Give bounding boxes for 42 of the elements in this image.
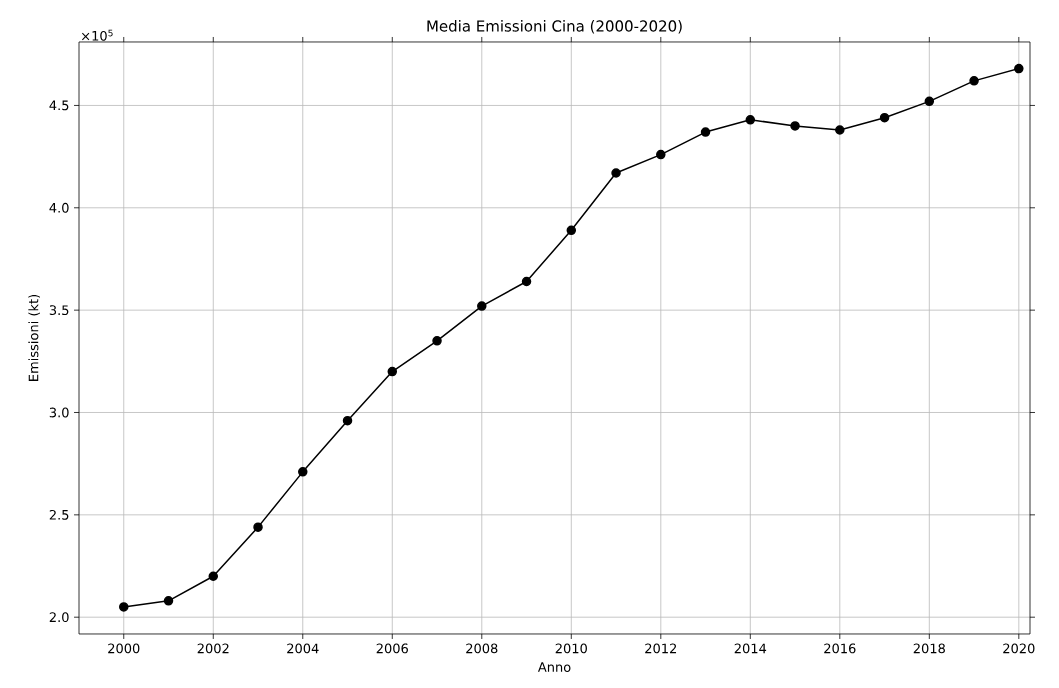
point (611, 168, 621, 178)
x-axis-title: Anno (537, 662, 571, 672)
point (924, 96, 935, 107)
point (835, 125, 845, 135)
point (790, 121, 800, 131)
chart-title: Media Emissioni Cina (2000-2020) (427, 20, 682, 34)
point (253, 522, 263, 532)
x-tick-label: 2002 (197, 643, 229, 654)
point (521, 276, 532, 287)
point (298, 467, 308, 477)
point (342, 415, 353, 426)
x-tick-label: 2004 (287, 643, 319, 654)
point (969, 76, 979, 86)
x-tick-label: 2000 (108, 643, 140, 654)
x-tick-label: 2012 (645, 643, 677, 654)
y-axis-title: Emissioni (kt) (28, 294, 40, 381)
x-tick-label: 2008 (466, 643, 498, 654)
x-tick-label: 2020 (1003, 643, 1035, 654)
y-tick-label: 3.5 (49, 305, 69, 316)
point (432, 336, 442, 346)
x-tick-label: 2010 (555, 643, 587, 654)
y-tick-label: 4.5 (49, 100, 69, 111)
point (163, 596, 174, 606)
y-tick-label: 4.0 (49, 202, 69, 213)
point (700, 127, 711, 137)
text: ×10$^{5}$ (81, 29, 113, 41)
point (1014, 63, 1024, 74)
point (119, 602, 129, 612)
point (477, 301, 487, 311)
x-tick-label: 2006 (376, 643, 408, 654)
point (208, 571, 219, 582)
x-tick-label: 2018 (913, 643, 945, 654)
y-tick-label: 2.5 (49, 509, 69, 520)
point (387, 366, 398, 377)
point (745, 115, 756, 125)
point (879, 112, 890, 123)
x-tick-label: 2016 (824, 643, 856, 654)
y-tick-label: 3.0 (49, 407, 69, 418)
point (566, 225, 577, 236)
point (656, 149, 666, 160)
x-tick-label: 2014 (734, 643, 767, 654)
y-tick-label: 2.0 (49, 612, 69, 623)
